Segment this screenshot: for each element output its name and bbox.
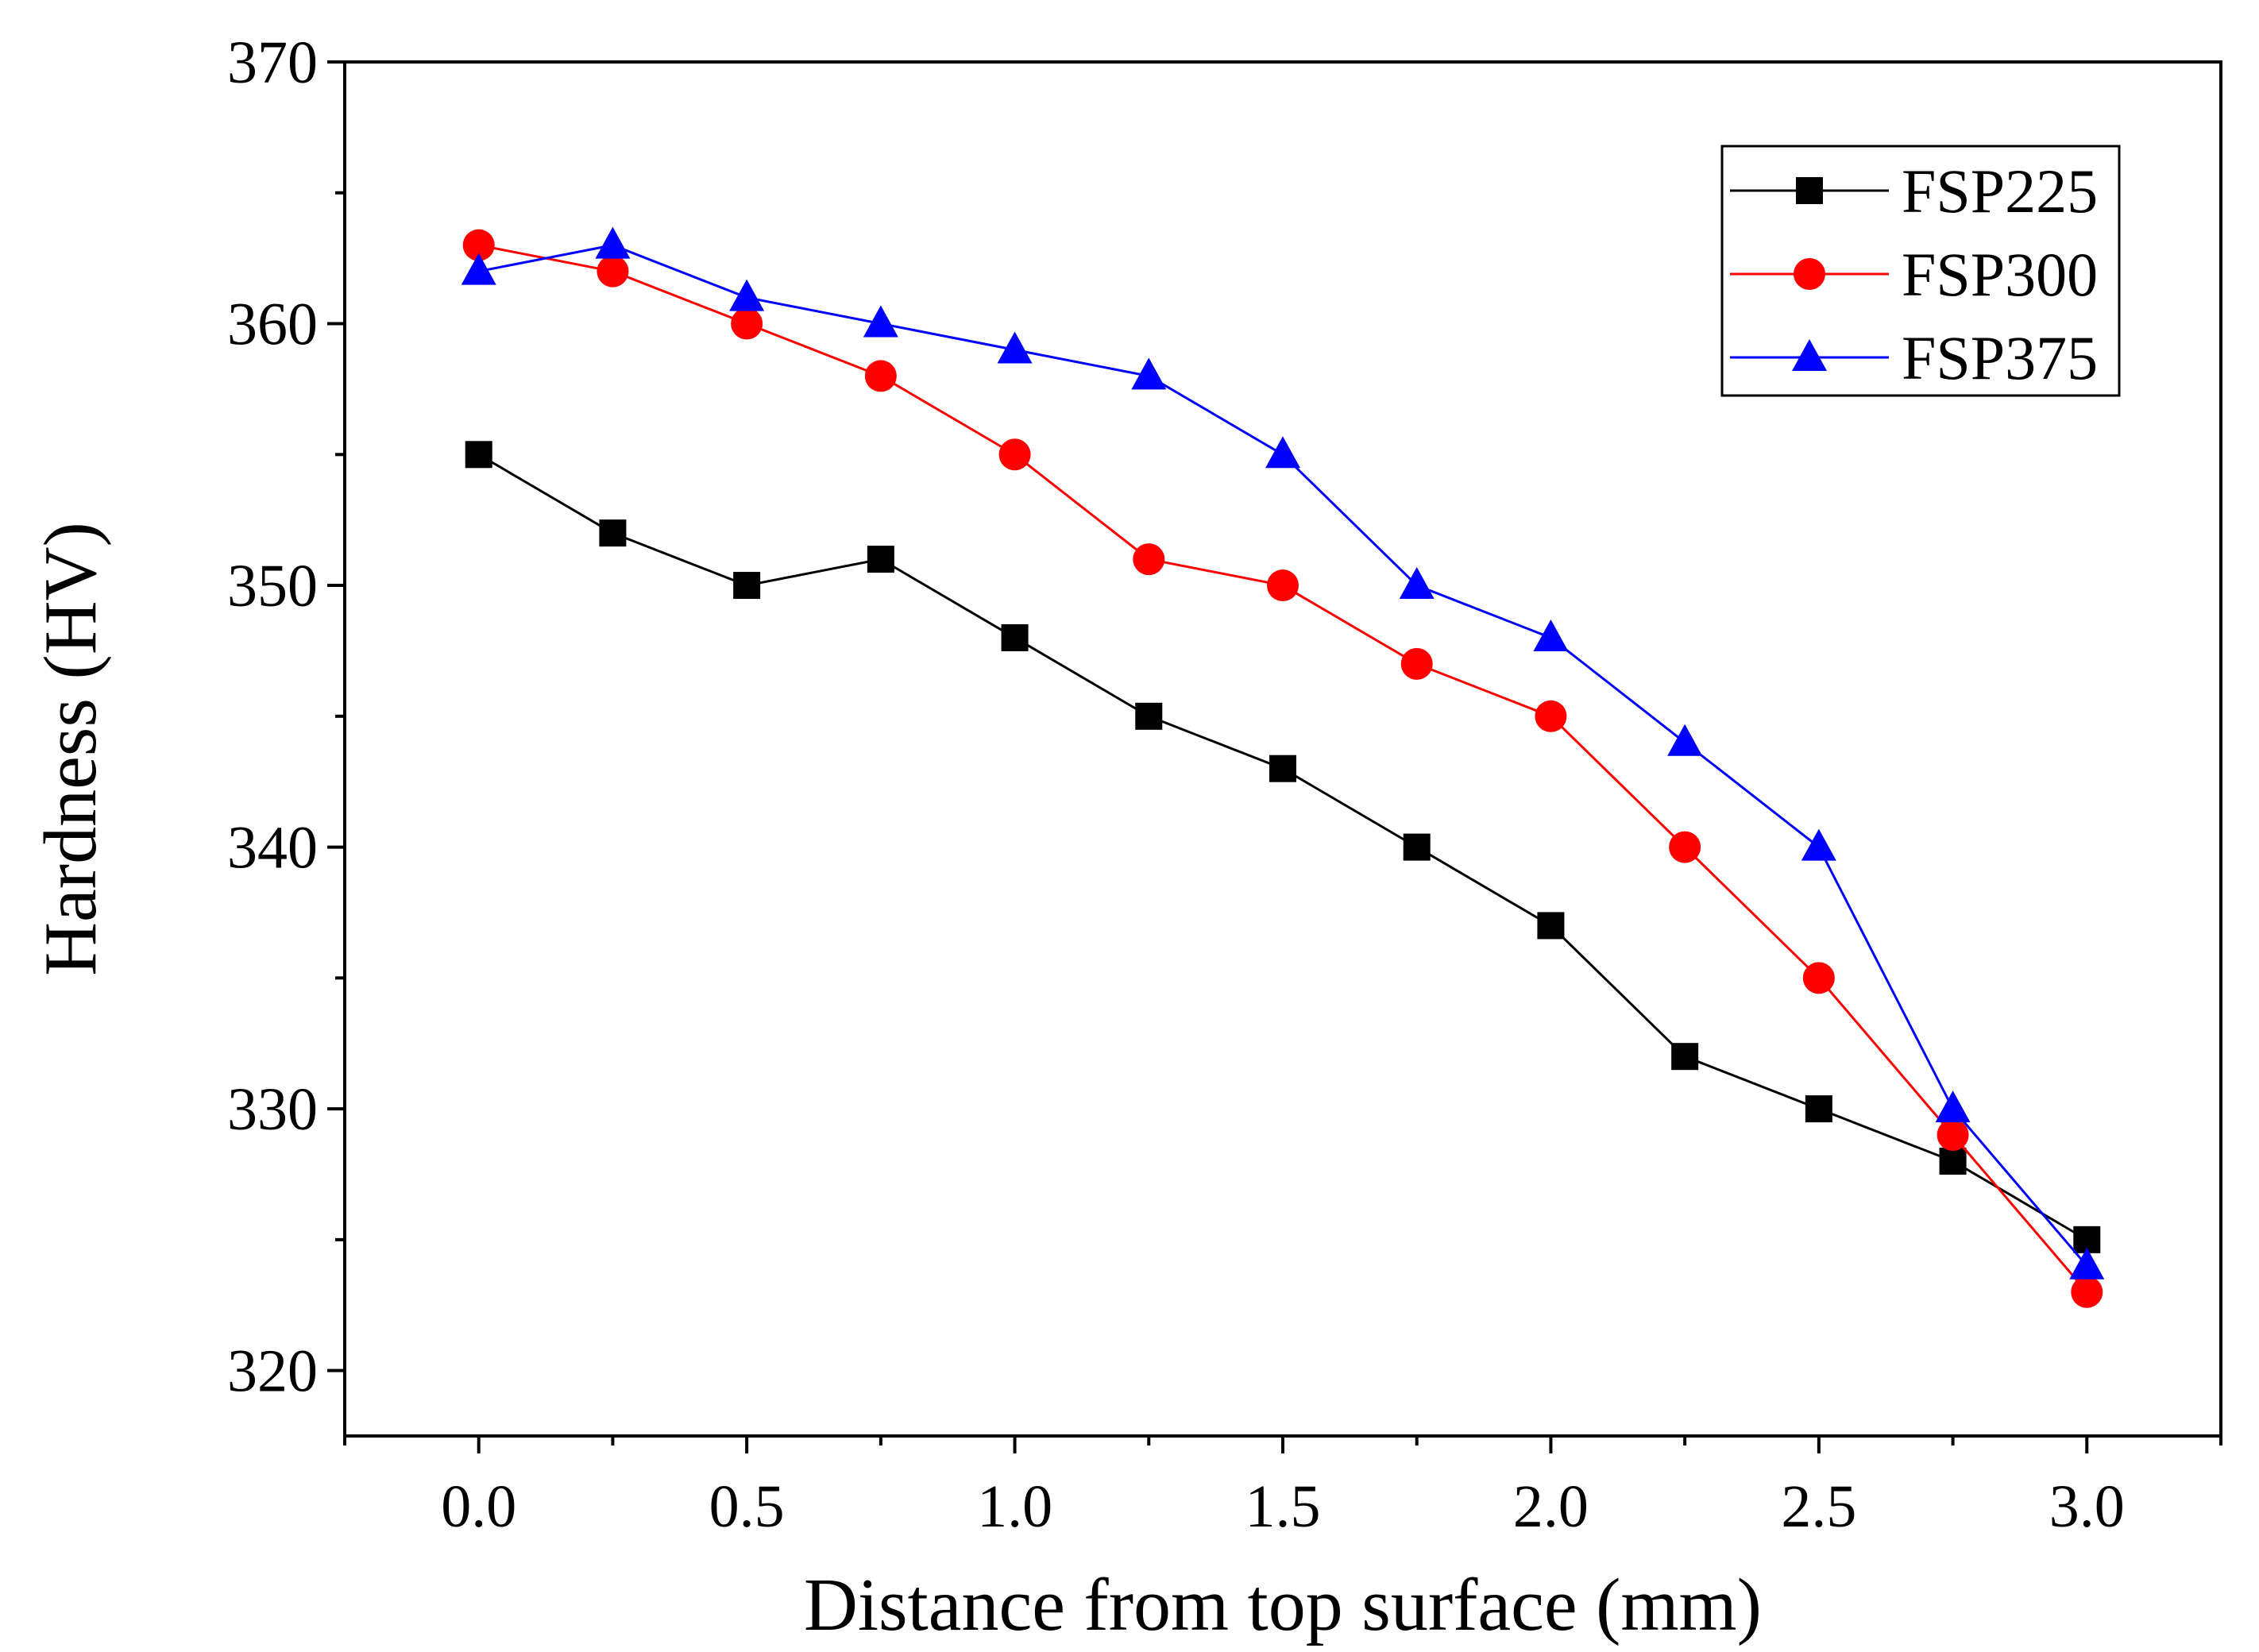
x-tick-label: 3.0 [2049,1473,2125,1540]
data-point [461,253,496,285]
x-tick-label: 0.5 [709,1473,785,1540]
data-point [1265,436,1300,469]
tick-labels: 0.0 0.5 1.0 1.5 2.0 2.5 3.0 320 330 340 350 360 370 [227,29,2125,1540]
y-axis-title: Hardness (HV) [29,522,112,976]
data-point [731,307,763,340]
data-point [1535,700,1567,732]
data-point [998,438,1031,471]
data-point [1400,647,1433,680]
x-axis-title: Distance from top surface (mm) [804,1564,1762,1646]
data-point [864,360,897,392]
data-point [1533,619,1569,651]
x-tick-label: 1.0 [977,1473,1052,1540]
legend-marker [1794,258,1825,290]
x-tick-label: 2.0 [1513,1473,1589,1540]
y-tick-label: 370 [227,29,318,96]
series-fsp300 [462,229,2103,1308]
legend-label: FSP375 [1902,323,2098,392]
series-fsp375 [461,226,2105,1280]
data-point [1939,1148,1967,1175]
data-point [1937,1119,1969,1152]
data-point [1537,912,1565,940]
x-tick-label: 1.5 [1245,1473,1321,1540]
data-point [867,546,894,573]
series-layer [461,226,2105,1308]
data-point [733,572,761,600]
legend-marker [1792,339,1827,371]
data-point [1399,567,1435,600]
data-point [1669,831,1701,863]
data-point [1133,543,1165,576]
data-point [1801,828,1836,861]
data-point [863,305,898,338]
data-point [1805,1095,1832,1123]
data-point [1001,623,1029,651]
data-point [729,279,765,311]
data-point [1403,833,1431,861]
data-point [1667,724,1703,756]
data-point [1935,1090,1971,1123]
data-point [597,255,629,288]
data-point [1131,357,1167,390]
x-tick-label: 0.0 [441,1473,516,1540]
data-point [2071,1276,2103,1308]
y-tick-label: 320 [227,1338,318,1405]
legend-box [1720,145,2121,397]
data-point [2069,1247,2105,1280]
y-tick-label: 340 [227,815,318,882]
y-tick-label: 360 [227,291,318,358]
legend-marker [1796,177,1823,204]
axis-ticks [327,60,2222,1453]
data-point [1269,755,1296,782]
legend-label: FSP300 [1902,240,2098,309]
data-point [1135,702,1163,730]
data-point [1267,569,1299,602]
y-tick-label: 350 [227,553,318,620]
data-point [462,229,495,261]
legend: FSP225 FSP300 FSP375 [1720,145,2121,397]
series-fsp225 [465,441,2101,1253]
data-point [595,226,631,259]
data-point [1802,962,1835,994]
data-point [599,519,627,547]
legend-label: FSP225 [1902,156,2098,226]
data-point [465,441,492,469]
x-tick-label: 2.5 [1781,1473,1856,1540]
data-point [1671,1043,1699,1071]
y-tick-label: 330 [227,1076,318,1143]
data-point [997,331,1033,364]
